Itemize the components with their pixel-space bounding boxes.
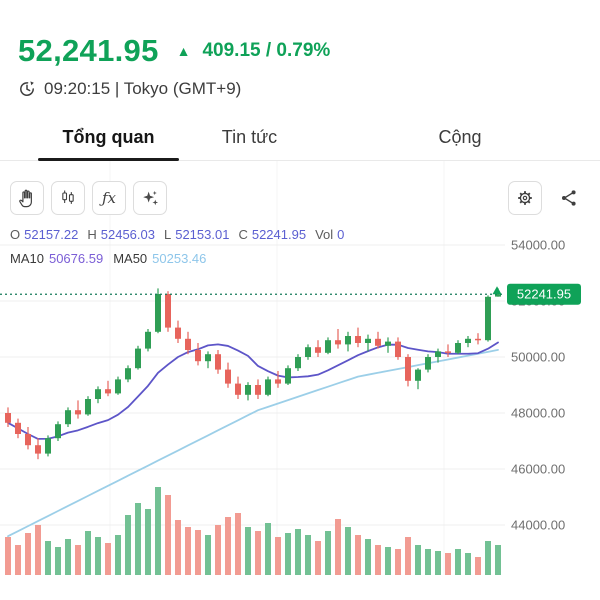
tab-community-label: Cộng xyxy=(438,126,482,147)
chart-section: 54000.0052000.0050000.0048000.0046000.00… xyxy=(0,161,600,575)
ma10-label: MA10 xyxy=(10,251,44,266)
quote-header: 52,241.95 ▲ 409.15 / 0.79% 09:20:15 | To… xyxy=(0,0,600,100)
tab-news[interactable]: Tin tức xyxy=(179,114,320,160)
open-value: 52157.22 xyxy=(24,227,79,242)
close-label: C xyxy=(238,227,248,242)
ai-sparkle-icon xyxy=(140,188,160,208)
tab-overview-label: Tổng quan xyxy=(62,126,155,147)
low-value: 52153.01 xyxy=(175,227,230,242)
chart-toolbar-left: ƒx xyxy=(10,181,167,215)
svg-text:52241.95: 52241.95 xyxy=(517,287,571,302)
svg-text:44000.00: 44000.00 xyxy=(511,518,565,533)
ma10-value: 50676.59 xyxy=(48,251,104,266)
svg-text:48000.00: 48000.00 xyxy=(511,406,565,421)
high-value: 52456.03 xyxy=(100,227,155,242)
share-icon xyxy=(559,188,579,208)
pan-hand-button[interactable] xyxy=(10,181,44,215)
tab-news-label: Tin tức xyxy=(221,126,278,147)
candlestick-style-button[interactable] xyxy=(51,181,85,215)
fx-indicators-icon: ƒx xyxy=(101,189,116,207)
market-session: 09:20:15 | Tokyo (GMT+9) xyxy=(44,79,242,98)
chart-toolbar-right xyxy=(508,181,586,215)
gear-icon xyxy=(515,188,535,208)
svg-text:46000.00: 46000.00 xyxy=(511,462,565,477)
last-price: 52,241.95 xyxy=(18,33,159,68)
open-label: O xyxy=(10,227,21,242)
ma-legend: MA10 50676.59 MA50 50253.46 xyxy=(10,251,206,266)
ohlc-legend: O 52157.22 H 52456.03 L 52153.01 C 52241.95 Vol 0 xyxy=(10,227,353,242)
price-chart[interactable]: 54000.0052000.0050000.0048000.0046000.00… xyxy=(0,161,600,575)
low-label: L xyxy=(163,227,172,242)
price-change: 409.15 / 0.79% xyxy=(202,40,331,61)
price-up-arrow-icon: ▲ xyxy=(176,43,191,59)
tab-bar: Tổng quan Tin tức Cộng xyxy=(0,114,600,161)
pan-hand-icon xyxy=(17,188,37,208)
chart-settings-button[interactable] xyxy=(508,181,542,215)
clock-history-icon xyxy=(18,80,36,98)
ma50-value: 50253.46 xyxy=(152,251,207,266)
close-value: 52241.95 xyxy=(251,227,307,242)
high-label: H xyxy=(87,227,97,242)
tab-overview[interactable]: Tổng quan xyxy=(38,114,179,161)
indicators-fx-button[interactable]: ƒx xyxy=(92,181,126,215)
svg-text:50000.00: 50000.00 xyxy=(511,350,565,365)
session-row: 09:20:15 | Tokyo (GMT+9) xyxy=(18,78,582,100)
svg-text:54000.00: 54000.00 xyxy=(511,238,565,253)
volume-label: Vol xyxy=(315,227,334,242)
ma50-label: MA50 xyxy=(113,251,148,266)
volume-value: 0 xyxy=(337,227,345,242)
ai-sparkle-button[interactable] xyxy=(133,181,167,215)
price-row: 52,241.95 ▲ 409.15 / 0.79% xyxy=(18,34,582,68)
share-button[interactable] xyxy=(552,181,586,215)
candlestick-icon xyxy=(58,188,78,208)
tab-community[interactable]: Cộng xyxy=(320,114,600,160)
